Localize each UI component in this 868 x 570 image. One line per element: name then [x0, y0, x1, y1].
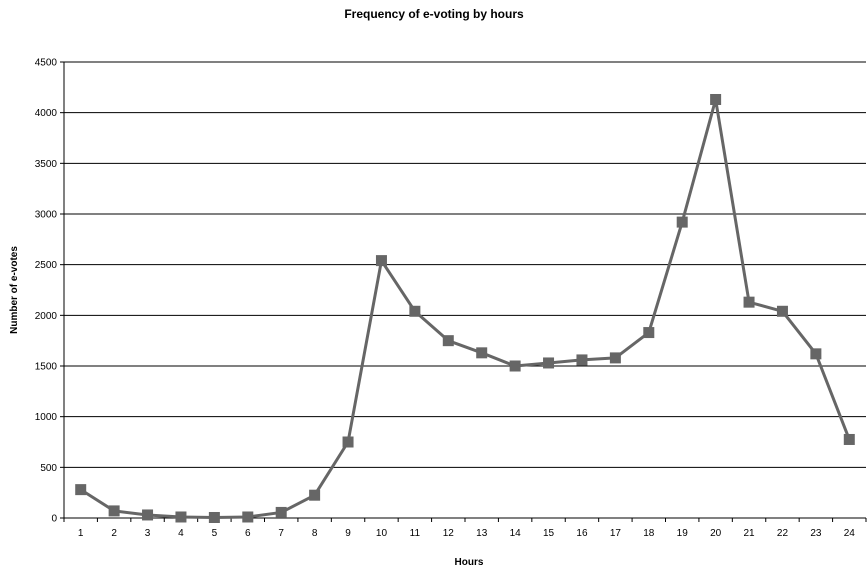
- x-tick-label: 8: [312, 528, 318, 539]
- y-tick-label: 3500: [35, 159, 58, 170]
- x-tick-label: 12: [443, 528, 455, 539]
- data-point: [342, 436, 354, 448]
- y-tick-label: 0: [51, 514, 57, 525]
- x-tick-label: 2: [111, 528, 117, 539]
- x-tick-label: 20: [710, 528, 722, 539]
- chart-title: Frequency of e-voting by hours: [344, 7, 524, 21]
- data-point: [208, 511, 220, 523]
- data-point: [309, 489, 321, 501]
- data-point: [676, 216, 688, 228]
- x-tick-label: 13: [476, 528, 488, 539]
- x-tick-label: 4: [178, 528, 184, 539]
- y-tick-label: 1500: [35, 362, 58, 373]
- data-point: [75, 484, 87, 496]
- y-tick-label: 500: [40, 463, 57, 474]
- grid-lines: [64, 61, 866, 468]
- x-tick-label: 6: [245, 528, 251, 539]
- data-point: [643, 327, 655, 339]
- data-point: [375, 255, 387, 267]
- x-tick-label: 7: [278, 528, 284, 539]
- y-tick-label: 4000: [35, 108, 58, 119]
- data-point: [242, 511, 254, 523]
- x-tick-label: 21: [743, 528, 755, 539]
- series-line: [79, 97, 851, 519]
- data-point: [810, 348, 822, 360]
- data-point: [476, 347, 488, 359]
- x-axis-label: Hours: [455, 557, 484, 568]
- x-tick-label: 10: [376, 528, 388, 539]
- x-tick-label: 18: [643, 528, 655, 539]
- x-tick-label: 16: [576, 528, 588, 539]
- x-axis-ticks: 1 2 3 4 5 6 7 8 9 10 11 12 13 14 15 16 17 18 19 20 21 22 23 24: [63, 518, 867, 539]
- x-tick-label: 23: [810, 528, 822, 539]
- data-point: [843, 433, 855, 445]
- y-axis-label: Number of e-votes: [9, 246, 20, 334]
- y-axis-ticks: 0 500 1000 1500 2000 2500 3000 3500 4000 4500: [35, 58, 64, 525]
- data-point: [776, 305, 788, 317]
- x-tick-label: 5: [212, 528, 218, 539]
- y-tick-label: 2500: [35, 260, 58, 271]
- x-tick-label: 24: [844, 528, 856, 539]
- x-tick-label: 11: [410, 528, 421, 539]
- x-tick-label: 14: [510, 528, 522, 539]
- data-point: [710, 93, 722, 105]
- y-tick-label: 2000: [35, 311, 58, 322]
- x-tick-label: 9: [345, 528, 351, 539]
- y-tick-label: 1000: [35, 412, 58, 423]
- data-point: [275, 506, 287, 518]
- x-tick-label: 17: [610, 528, 622, 539]
- x-tick-label: 19: [677, 528, 689, 539]
- data-point: [108, 505, 120, 517]
- x-tick-label: 3: [145, 528, 151, 539]
- x-tick-label: 1: [78, 528, 84, 539]
- data-point: [142, 509, 154, 521]
- y-tick-label: 3000: [35, 210, 58, 221]
- data-point: [409, 305, 421, 317]
- y-tick-label: 4500: [35, 58, 58, 69]
- data-point: [609, 352, 621, 364]
- data-point: [576, 354, 588, 366]
- data-point: [175, 511, 187, 523]
- data-point: [509, 360, 521, 372]
- data-point: [543, 357, 555, 369]
- data-point: [743, 296, 755, 308]
- x-tick-label: 22: [777, 528, 789, 539]
- x-tick-label: 15: [543, 528, 555, 539]
- data-point: [442, 335, 454, 347]
- series-layer: [75, 93, 855, 523]
